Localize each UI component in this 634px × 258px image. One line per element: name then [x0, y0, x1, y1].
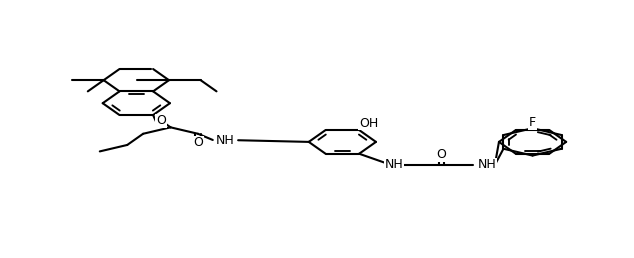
Text: NH: NH	[216, 134, 235, 147]
Text: F: F	[529, 116, 536, 129]
Text: NH: NH	[478, 158, 496, 171]
Text: O: O	[193, 136, 203, 149]
Text: O: O	[156, 114, 166, 127]
Text: NH: NH	[385, 158, 403, 171]
Text: O: O	[437, 148, 446, 161]
Text: OH: OH	[359, 117, 378, 130]
